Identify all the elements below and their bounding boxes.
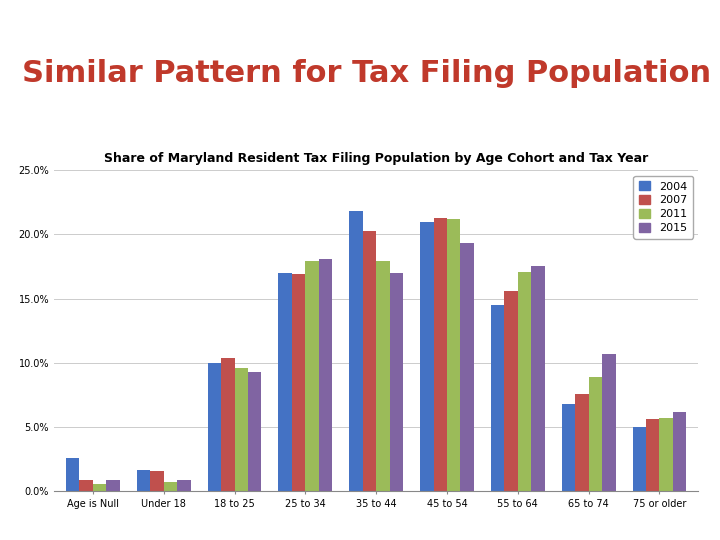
Bar (235, 368, 248, 491)
Bar (150, 471, 163, 491)
Bar (319, 259, 333, 491)
Bar (177, 480, 191, 491)
Bar (575, 394, 589, 491)
Text: Similar Pattern for Tax Filing Population: Similar Pattern for Tax Filing Populatio… (22, 59, 711, 88)
Bar (505, 291, 518, 491)
Bar (433, 218, 447, 491)
Bar (562, 404, 575, 491)
Bar (376, 261, 390, 491)
Bar (349, 211, 363, 491)
Bar (93, 484, 107, 491)
Bar (673, 411, 686, 491)
Bar (660, 418, 673, 491)
Bar (163, 482, 177, 491)
Bar (363, 231, 376, 491)
Bar (137, 470, 150, 491)
Bar (107, 480, 120, 491)
Title: Share of Maryland Resident Tax Filing Population by Age Cohort and Tax Year: Share of Maryland Resident Tax Filing Po… (104, 152, 648, 165)
Bar (461, 244, 474, 491)
Bar (491, 305, 505, 491)
Bar (207, 363, 221, 491)
Bar (589, 377, 602, 491)
Bar (390, 273, 403, 491)
Bar (279, 273, 292, 491)
Bar (292, 274, 305, 491)
Bar (646, 420, 660, 491)
Bar (518, 272, 531, 491)
Bar (447, 219, 461, 491)
Bar (221, 357, 235, 491)
Bar (420, 221, 433, 491)
Text: 5: 5 (690, 10, 702, 28)
Bar (602, 354, 616, 491)
Bar (531, 267, 545, 491)
Bar (66, 458, 79, 491)
Bar (79, 480, 93, 491)
Bar (633, 427, 646, 491)
Bar (305, 261, 319, 491)
Bar (248, 372, 261, 491)
Legend: 2004, 2007, 2011, 2015: 2004, 2007, 2011, 2015 (634, 176, 693, 239)
